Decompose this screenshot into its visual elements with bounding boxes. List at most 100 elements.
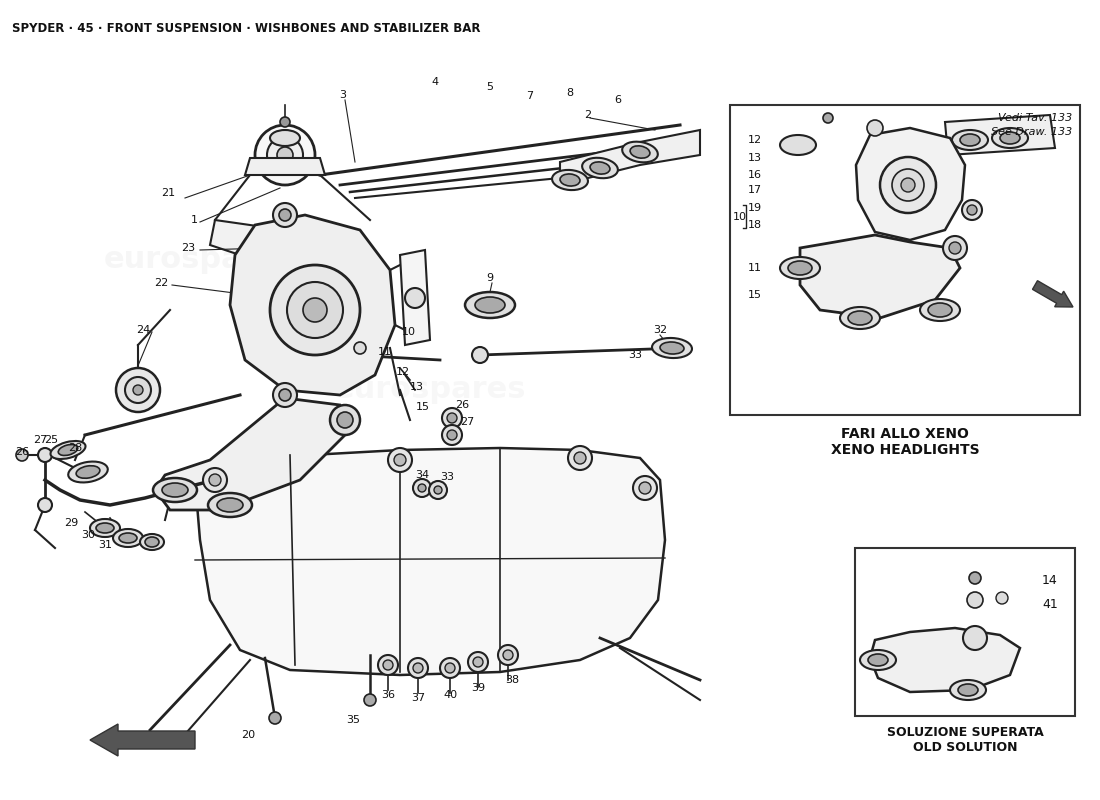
Circle shape bbox=[16, 449, 28, 461]
Circle shape bbox=[330, 405, 360, 435]
Text: eurospares: eurospares bbox=[333, 375, 526, 405]
Circle shape bbox=[267, 137, 303, 173]
Text: 40: 40 bbox=[443, 690, 458, 700]
Ellipse shape bbox=[780, 257, 820, 279]
Text: 8: 8 bbox=[566, 88, 573, 98]
Text: 13: 13 bbox=[410, 382, 424, 392]
Polygon shape bbox=[870, 628, 1020, 692]
Circle shape bbox=[962, 626, 987, 650]
Bar bbox=[730, 105, 1080, 415]
Ellipse shape bbox=[630, 146, 650, 158]
Circle shape bbox=[468, 652, 488, 672]
Text: 13: 13 bbox=[748, 153, 762, 163]
Ellipse shape bbox=[76, 466, 100, 478]
Text: eurospares: eurospares bbox=[170, 468, 329, 492]
Text: 36: 36 bbox=[381, 690, 395, 700]
Ellipse shape bbox=[270, 130, 300, 146]
Ellipse shape bbox=[920, 299, 960, 321]
Text: 29: 29 bbox=[64, 518, 78, 528]
Text: 10: 10 bbox=[733, 212, 747, 222]
Circle shape bbox=[892, 169, 924, 201]
Ellipse shape bbox=[652, 338, 692, 358]
Text: 11: 11 bbox=[378, 347, 392, 357]
Ellipse shape bbox=[960, 134, 980, 146]
Circle shape bbox=[273, 383, 297, 407]
Ellipse shape bbox=[788, 261, 812, 275]
Ellipse shape bbox=[208, 493, 252, 517]
Bar bbox=[855, 548, 1075, 716]
Ellipse shape bbox=[582, 158, 618, 178]
Ellipse shape bbox=[860, 650, 896, 670]
Circle shape bbox=[279, 389, 292, 401]
Circle shape bbox=[116, 368, 160, 412]
Text: 24: 24 bbox=[135, 325, 150, 335]
Text: 9: 9 bbox=[486, 273, 494, 283]
Text: 28: 28 bbox=[68, 443, 82, 453]
Text: 11: 11 bbox=[748, 263, 762, 273]
Circle shape bbox=[255, 125, 315, 185]
Text: 19: 19 bbox=[748, 203, 762, 213]
Text: 37: 37 bbox=[411, 693, 425, 703]
Circle shape bbox=[962, 200, 982, 220]
Text: eurospares: eurospares bbox=[103, 246, 296, 274]
Text: 16: 16 bbox=[748, 170, 762, 180]
Text: 7: 7 bbox=[527, 91, 534, 101]
Ellipse shape bbox=[217, 498, 243, 512]
Circle shape bbox=[383, 660, 393, 670]
Ellipse shape bbox=[145, 537, 160, 547]
Polygon shape bbox=[245, 158, 324, 175]
Circle shape bbox=[405, 288, 425, 308]
Ellipse shape bbox=[68, 462, 108, 482]
Circle shape bbox=[279, 209, 292, 221]
Circle shape bbox=[354, 342, 366, 354]
FancyArrow shape bbox=[90, 724, 195, 756]
Polygon shape bbox=[195, 448, 666, 675]
Text: eurospares: eurospares bbox=[301, 588, 459, 612]
Circle shape bbox=[446, 663, 455, 673]
Circle shape bbox=[337, 412, 353, 428]
Ellipse shape bbox=[475, 297, 505, 313]
Text: SOLUZIONE SUPERATA
OLD SOLUTION: SOLUZIONE SUPERATA OLD SOLUTION bbox=[887, 726, 1044, 754]
FancyArrow shape bbox=[1033, 281, 1072, 307]
Text: 12: 12 bbox=[748, 135, 762, 145]
Circle shape bbox=[503, 650, 513, 660]
Text: 27: 27 bbox=[33, 435, 47, 445]
Polygon shape bbox=[230, 215, 395, 395]
Text: 1: 1 bbox=[191, 215, 198, 225]
Circle shape bbox=[133, 385, 143, 395]
Circle shape bbox=[273, 203, 297, 227]
Circle shape bbox=[418, 484, 426, 492]
Text: Vedi Tav. 133: Vedi Tav. 133 bbox=[998, 113, 1072, 123]
Text: FARI ALLO XENO
XENO HEADLIGHTS: FARI ALLO XENO XENO HEADLIGHTS bbox=[830, 427, 979, 457]
Text: 26: 26 bbox=[15, 447, 29, 457]
Text: 4: 4 bbox=[431, 77, 439, 87]
Ellipse shape bbox=[140, 534, 164, 550]
Circle shape bbox=[498, 645, 518, 665]
Circle shape bbox=[125, 377, 151, 403]
Text: 22: 22 bbox=[154, 278, 168, 288]
Circle shape bbox=[823, 113, 833, 123]
Ellipse shape bbox=[51, 441, 86, 459]
Circle shape bbox=[209, 474, 221, 486]
Ellipse shape bbox=[868, 654, 888, 666]
Circle shape bbox=[880, 157, 936, 213]
Ellipse shape bbox=[992, 128, 1028, 148]
Text: 2: 2 bbox=[584, 110, 592, 120]
Ellipse shape bbox=[162, 483, 188, 497]
Circle shape bbox=[442, 425, 462, 445]
Circle shape bbox=[574, 452, 586, 464]
Polygon shape bbox=[856, 128, 965, 240]
Text: 18: 18 bbox=[748, 220, 762, 230]
Text: 30: 30 bbox=[81, 530, 95, 540]
Text: 3: 3 bbox=[340, 90, 346, 100]
Text: 41: 41 bbox=[1042, 598, 1058, 611]
Ellipse shape bbox=[660, 342, 684, 354]
Text: 15: 15 bbox=[416, 402, 430, 412]
Circle shape bbox=[447, 413, 456, 423]
Text: 33: 33 bbox=[628, 350, 642, 360]
Circle shape bbox=[394, 454, 406, 466]
Polygon shape bbox=[210, 220, 350, 265]
Circle shape bbox=[943, 236, 967, 260]
Circle shape bbox=[996, 592, 1008, 604]
Circle shape bbox=[967, 205, 977, 215]
